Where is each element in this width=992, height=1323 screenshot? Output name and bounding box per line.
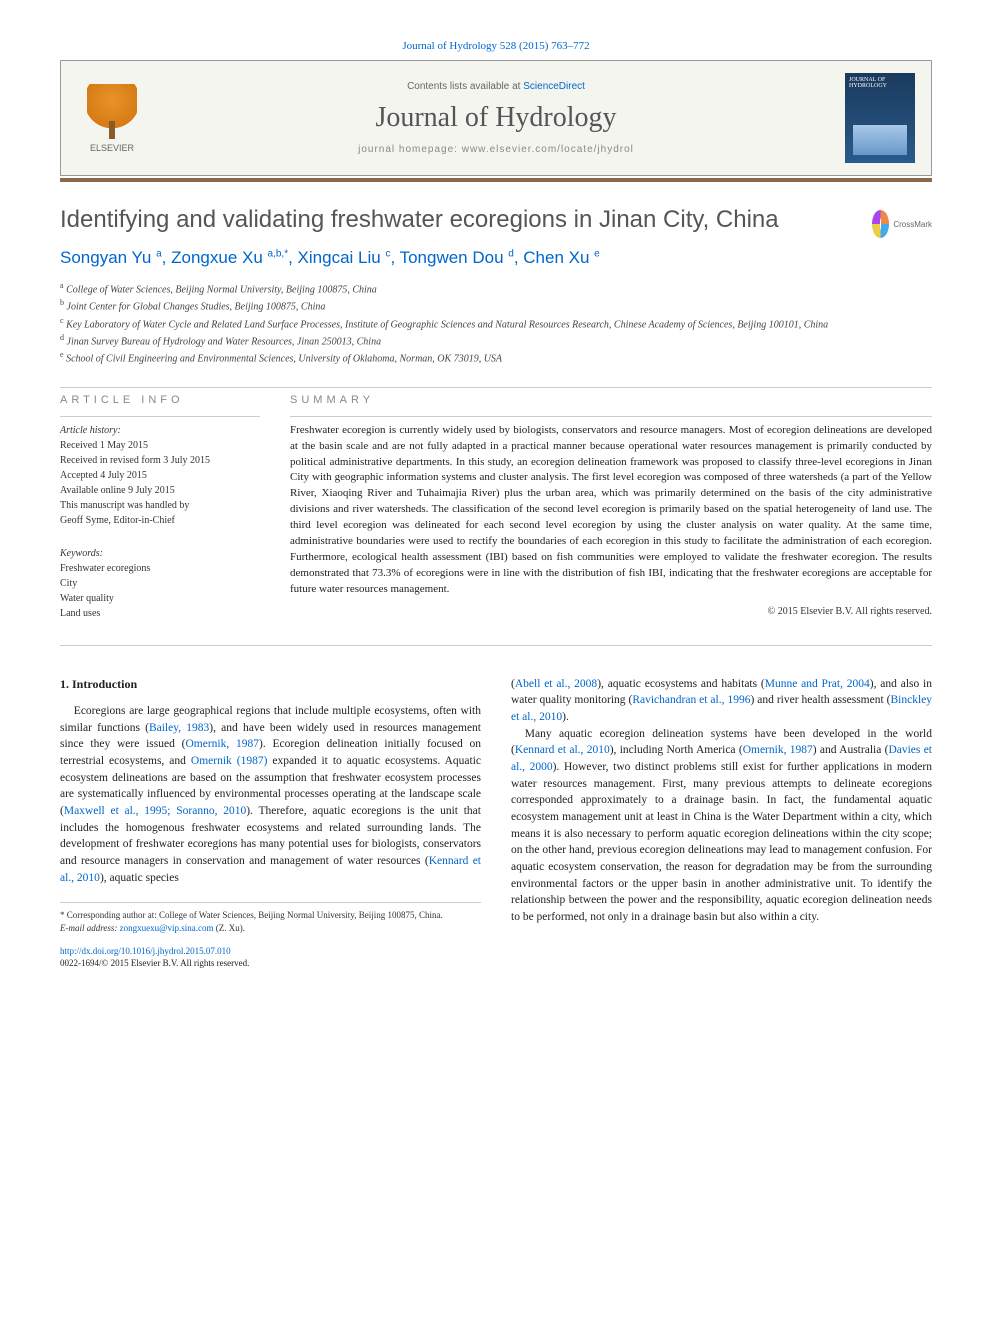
homepage-url[interactable]: www.elsevier.com/locate/jhydrol xyxy=(462,144,634,155)
homepage-prefix: journal homepage: xyxy=(358,144,462,155)
article-title: Identifying and validating freshwater ec… xyxy=(60,206,779,234)
divider xyxy=(290,416,932,417)
contents-prefix: Contents lists available at xyxy=(407,81,523,92)
ref-link[interactable]: Omernik (1987) xyxy=(191,755,268,767)
history-line: Available online 9 July 2015 xyxy=(60,483,260,498)
journal-homepage: journal homepage: www.elsevier.com/locat… xyxy=(147,144,845,155)
divider xyxy=(60,645,932,646)
text: ), aquatic ecosystems and habitats ( xyxy=(597,678,765,690)
affiliation-line: b Joint Center for Global Changes Studie… xyxy=(60,297,932,314)
journal-header: ELSEVIER Contents lists available at Sci… xyxy=(60,60,932,176)
text: ), including North America ( xyxy=(610,744,743,756)
header-separator xyxy=(60,178,932,182)
sciencedirect-link[interactable]: ScienceDirect xyxy=(523,81,585,92)
ref-link[interactable]: Kennard et al., 2010 xyxy=(515,744,610,756)
keywords-block: Keywords: Freshwater ecoregionsCityWater… xyxy=(60,546,260,621)
ref-link[interactable]: Ravichandran et al., 1996 xyxy=(632,694,750,706)
history-line: Accepted 4 July 2015 xyxy=(60,468,260,483)
body-paragraph: Ecoregions are large geographical region… xyxy=(60,703,481,886)
summary-label: SUMMARY xyxy=(290,394,932,406)
affiliation-line: e School of Civil Engineering and Enviro… xyxy=(60,349,932,366)
email-label: E-mail address: xyxy=(60,923,120,933)
text: (Z. Xu). xyxy=(213,923,245,933)
summary-copyright: © 2015 Elsevier B.V. All rights reserved… xyxy=(290,606,932,617)
ref-link[interactable]: Munne and Prat, 2004 xyxy=(765,678,870,690)
keywords-label: Keywords: xyxy=(60,546,260,561)
keyword: City xyxy=(60,576,260,591)
publisher-name: ELSEVIER xyxy=(90,143,134,153)
author-list: Songyan Yu a, Zongxue Xu a,b,*, Xingcai … xyxy=(60,248,932,268)
text: ). xyxy=(562,711,569,723)
history-line: Geoff Syme, Editor-in-Chief xyxy=(60,513,260,528)
ref-link[interactable]: Maxwell et al., 1995; Soranno, 2010 xyxy=(64,805,246,817)
history-line: Received 1 May 2015 xyxy=(60,438,260,453)
text: ) and river health assessment ( xyxy=(750,694,890,706)
section-heading: 1. Introduction xyxy=(60,676,481,693)
history-label: Article history: xyxy=(60,423,260,438)
crossmark-label: CrossMark xyxy=(893,220,932,229)
text: ), aquatic species xyxy=(100,872,179,884)
ref-link[interactable]: Omernik, 1987 xyxy=(743,744,813,756)
text: ). However, two distinct problems still … xyxy=(511,761,932,923)
body-paragraph: Many aquatic ecoregion delineation syste… xyxy=(511,726,932,926)
keyword: Freshwater ecoregions xyxy=(60,561,260,576)
citation[interactable]: Journal of Hydrology 528 (2015) 763–772 xyxy=(60,40,932,52)
article-info-label: ARTICLE INFO xyxy=(60,394,260,406)
journal-cover-thumbnail[interactable]: JOURNAL OF HYDROLOGY xyxy=(845,73,915,163)
history-line: Received in revised form 3 July 2015 xyxy=(60,453,260,468)
keyword: Water quality xyxy=(60,591,260,606)
issn-copyright: 0022-1694/© 2015 Elsevier B.V. All right… xyxy=(60,958,249,968)
contents-list-line: Contents lists available at ScienceDirec… xyxy=(147,81,845,92)
body-paragraph: (Abell et al., 2008), aquatic ecosystems… xyxy=(511,676,932,726)
article-history: Article history: Received 1 May 2015Rece… xyxy=(60,423,260,528)
history-line: This manuscript was handled by xyxy=(60,498,260,513)
summary-text: Freshwater ecoregion is currently widely… xyxy=(290,423,932,598)
cover-label: JOURNAL OF HYDROLOGY xyxy=(849,77,887,89)
ref-link[interactable]: Abell et al., 2008 xyxy=(515,678,597,690)
divider xyxy=(60,387,932,388)
ref-link[interactable]: Omernik, 1987 xyxy=(185,738,259,750)
affiliation-line: d Jinan Survey Bureau of Hydrology and W… xyxy=(60,332,932,349)
footnote-text: * Corresponding author at: College of Wa… xyxy=(60,909,481,922)
ref-link[interactable]: Bailey, 1983 xyxy=(149,722,209,734)
keyword: Land uses xyxy=(60,606,260,621)
crossmark-icon xyxy=(872,210,889,238)
doi-link[interactable]: http://dx.doi.org/10.1016/j.jhydrol.2015… xyxy=(60,946,231,956)
divider xyxy=(60,416,260,417)
affiliation-line: c Key Laboratory of Water Cycle and Rela… xyxy=(60,315,932,332)
email-link[interactable]: zongxuexu@vip.sina.com xyxy=(120,923,214,933)
text: ) and Australia ( xyxy=(813,744,889,756)
elsevier-logo[interactable]: ELSEVIER xyxy=(77,78,147,158)
affiliation-line: a College of Water Sciences, Beijing Nor… xyxy=(60,280,932,297)
elsevier-tree-icon xyxy=(87,84,137,139)
corresponding-author-footnote: * Corresponding author at: College of Wa… xyxy=(60,902,481,934)
crossmark-badge[interactable]: CrossMark xyxy=(872,206,932,242)
doi-block: http://dx.doi.org/10.1016/j.jhydrol.2015… xyxy=(60,945,481,970)
journal-title: Journal of Hydrology xyxy=(147,102,845,134)
affiliations: a College of Water Sciences, Beijing Nor… xyxy=(60,280,932,367)
